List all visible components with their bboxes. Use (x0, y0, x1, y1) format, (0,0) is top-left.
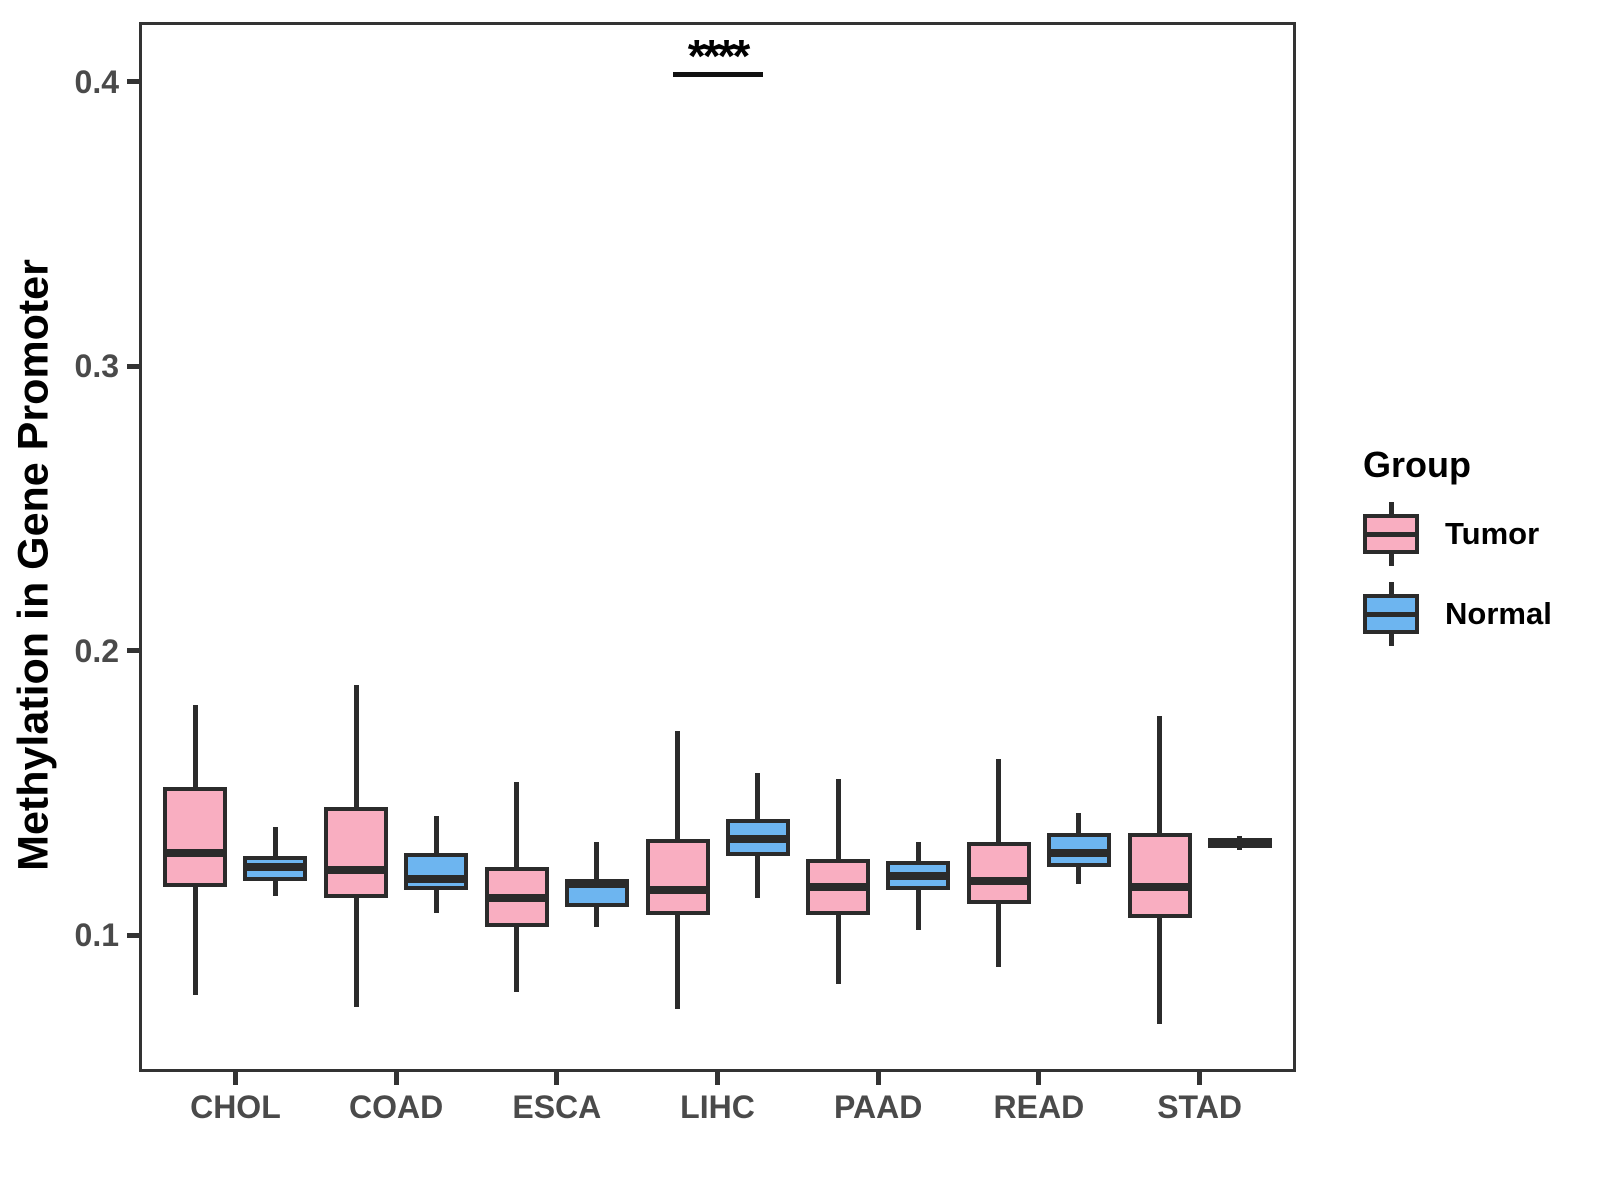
boxplot-median (404, 874, 469, 883)
boxplot-box (645, 838, 710, 916)
x-axis-tick (1197, 1072, 1203, 1085)
boxplot-median (324, 865, 389, 874)
boxplot-median (163, 848, 228, 857)
x-axis-tick (1036, 1072, 1042, 1085)
x-axis-tick (715, 1072, 720, 1085)
legend-title: Group (1363, 444, 1471, 485)
legend: Group Tumor Normal (1363, 444, 1552, 646)
boxplot-box (324, 807, 389, 899)
boxplot-median (886, 871, 951, 880)
x-tick-label: ESCA (512, 1089, 602, 1125)
y-axis-tick (127, 79, 139, 85)
tumor-boxplot-icon (1363, 502, 1419, 566)
x-tick-label: COAD (349, 1089, 444, 1125)
boxplot-median (966, 877, 1031, 886)
x-axis-tick (554, 1072, 560, 1085)
x-tick-label: CHOL (190, 1089, 281, 1125)
boxplot-box (163, 787, 228, 888)
boxplot-median (645, 885, 710, 894)
x-tick-label: LIHC (680, 1089, 755, 1125)
plot-panel (139, 22, 1296, 1072)
boxplot-median (806, 883, 871, 892)
boxplot-median (564, 880, 629, 889)
boxplot-box (966, 841, 1031, 905)
legend-label-normal: Normal (1445, 596, 1552, 631)
boxplot-median (484, 894, 549, 903)
x-axis-tick (875, 1072, 881, 1085)
legend-entry-tumor: Tumor (1363, 502, 1552, 566)
boxplot-median (243, 863, 308, 872)
x-axis-tick (232, 1072, 238, 1085)
x-axis-tick (393, 1072, 399, 1085)
legend-entry-normal: Normal (1363, 582, 1552, 646)
boxplot-median (1127, 883, 1192, 892)
boxplot-box (1127, 832, 1192, 919)
x-tick-label: STAD (1157, 1089, 1242, 1125)
boxplot-median (725, 834, 790, 843)
boxplot-median (1046, 848, 1111, 857)
y-axis-tick (127, 932, 139, 938)
x-tick-label: READ (993, 1089, 1085, 1125)
y-tick-label: 0.4 (74, 63, 119, 100)
legend-label-tumor: Tumor (1445, 516, 1540, 551)
y-axis-tick (127, 363, 139, 369)
normal-boxplot-icon (1363, 582, 1419, 646)
boxplot-box (404, 852, 469, 890)
y-axis-tick (127, 648, 139, 654)
y-tick-label: 0.2 (74, 632, 119, 669)
y-tick-label: 0.3 (74, 348, 119, 385)
significance-bracket (672, 72, 763, 77)
significance-stars: **** (687, 30, 751, 82)
boxplot-median (1207, 837, 1272, 846)
x-tick-label: PAAD (834, 1089, 923, 1125)
y-tick-label: 0.1 (74, 917, 119, 954)
